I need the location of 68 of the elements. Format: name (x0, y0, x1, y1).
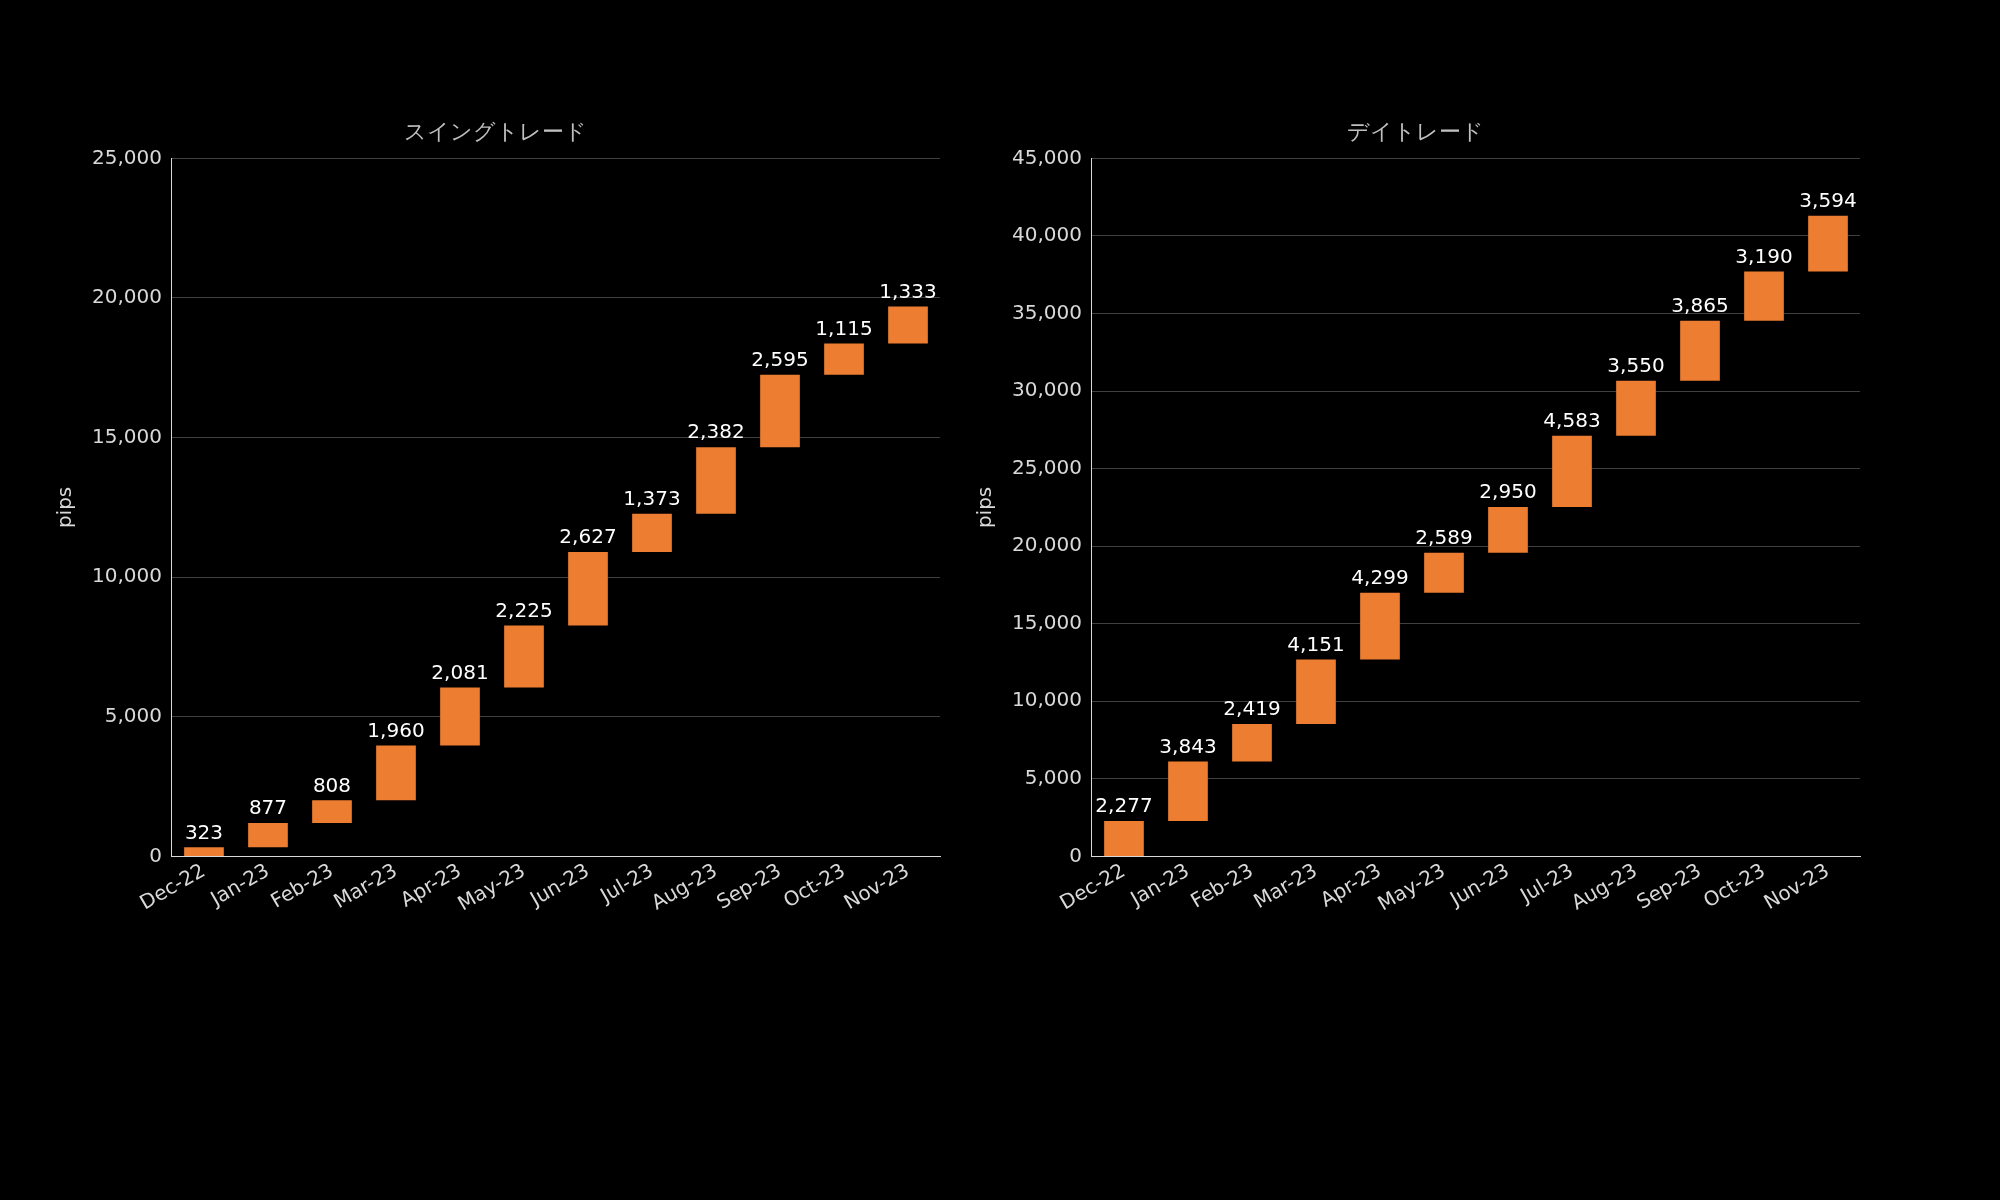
y-tick-label: 20,000 (1012, 532, 1082, 557)
data-label: 2,225 (495, 597, 553, 622)
bar (1552, 435, 1592, 507)
data-label: 877 (248, 795, 288, 820)
y-tick-label: 20,000 (92, 284, 162, 309)
bar (1488, 506, 1528, 553)
data-label: 4,151 (1287, 631, 1345, 656)
data-label: 808 (312, 772, 352, 797)
data-label: 3,594 (1799, 187, 1857, 212)
bar (1808, 215, 1848, 272)
bar (1232, 723, 1272, 762)
data-label: 1,373 (623, 485, 681, 510)
bar (1360, 592, 1400, 660)
data-label: 323 (184, 819, 224, 844)
y-axis-title: pips (52, 486, 77, 529)
y-tick-label: 5,000 (104, 702, 162, 727)
bar (1616, 380, 1656, 436)
chart-title: スイングトレード (403, 118, 587, 144)
data-label: 2,627 (559, 524, 617, 549)
bar (248, 822, 288, 848)
data-label: 4,299 (1351, 565, 1409, 590)
y-tick-label: 5,000 (1024, 765, 1082, 790)
bar (1680, 320, 1720, 381)
bar (184, 847, 224, 856)
bar (568, 552, 608, 626)
y-tick-label: 30,000 (1012, 377, 1082, 402)
bar (1424, 552, 1464, 593)
bar (376, 745, 416, 801)
bar (504, 625, 544, 688)
data-label: 3,190 (1735, 243, 1793, 268)
bar (760, 374, 800, 448)
y-tick-label: 0 (1069, 842, 1082, 867)
data-label: 2,589 (1415, 524, 1473, 549)
bar (1744, 271, 1784, 321)
bar (1296, 659, 1336, 724)
data-label: 1,115 (815, 315, 873, 340)
y-tick-label: 25,000 (92, 144, 162, 169)
y-tick-label: 45,000 (1012, 144, 1082, 169)
bar (696, 447, 736, 514)
data-label: 1,333 (879, 278, 937, 303)
data-label: 2,419 (1223, 696, 1281, 721)
data-label: 2,595 (751, 346, 809, 371)
data-label: 3,865 (1671, 293, 1729, 318)
y-tick-label: 15,000 (92, 423, 162, 448)
data-label: 3,550 (1607, 353, 1665, 378)
data-label: 4,583 (1543, 408, 1601, 433)
data-label: 2,081 (431, 659, 489, 684)
bar (1104, 821, 1144, 856)
bar (1168, 761, 1208, 822)
bar (888, 306, 928, 344)
y-tick-label: 10,000 (92, 563, 162, 588)
y-tick-label: 35,000 (1012, 299, 1082, 324)
data-label: 2,382 (687, 419, 745, 444)
chart-title: デイトレード (1346, 118, 1484, 144)
data-label: 2,950 (1479, 479, 1537, 504)
y-tick-label: 0 (149, 842, 162, 867)
y-tick-label: 15,000 (1012, 609, 1082, 634)
y-tick-label: 25,000 (1012, 454, 1082, 479)
bar (312, 800, 352, 823)
data-label: 2,277 (1095, 793, 1153, 818)
data-label: 3,843 (1159, 733, 1217, 758)
bar (824, 343, 864, 375)
data-label: 1,960 (367, 717, 425, 742)
y-tick-label: 10,000 (1012, 687, 1082, 712)
y-axis-title: pips (972, 486, 997, 529)
bar (632, 513, 672, 553)
y-tick-label: 40,000 (1012, 222, 1082, 247)
bar (440, 687, 480, 746)
